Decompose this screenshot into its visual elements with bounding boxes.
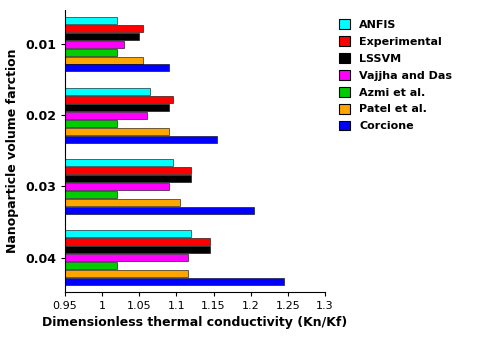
- Y-axis label: Nanoparticle volume farction: Nanoparticle volume farction: [6, 49, 20, 253]
- Bar: [65, 191, 117, 198]
- Bar: [65, 207, 254, 214]
- Bar: [65, 135, 218, 143]
- Bar: [65, 175, 192, 182]
- Bar: [65, 120, 117, 127]
- Bar: [65, 112, 146, 119]
- Bar: [65, 64, 169, 71]
- Bar: [65, 33, 140, 40]
- Bar: [65, 88, 150, 95]
- Bar: [65, 262, 117, 269]
- Bar: [65, 254, 188, 261]
- Bar: [65, 49, 117, 56]
- X-axis label: Dimensionless thermal conductivity (Kn/Kf): Dimensionless thermal conductivity (Kn/K…: [42, 316, 348, 329]
- Bar: [65, 238, 210, 245]
- Bar: [65, 199, 180, 206]
- Bar: [65, 17, 117, 24]
- Bar: [65, 167, 192, 174]
- Bar: [65, 230, 192, 237]
- Bar: [65, 25, 143, 32]
- Bar: [65, 96, 172, 103]
- Bar: [65, 278, 284, 285]
- Bar: [65, 41, 124, 48]
- Bar: [65, 183, 169, 190]
- Bar: [65, 128, 169, 135]
- Bar: [65, 104, 169, 111]
- Bar: [65, 57, 143, 63]
- Legend: ANFIS, Experimental, LSSVM, Vajjha and Das, Azmi et al., Patel et al., Corcione: ANFIS, Experimental, LSSVM, Vajjha and D…: [336, 16, 456, 134]
- Bar: [65, 270, 188, 277]
- Bar: [65, 246, 210, 253]
- Bar: [65, 159, 172, 166]
